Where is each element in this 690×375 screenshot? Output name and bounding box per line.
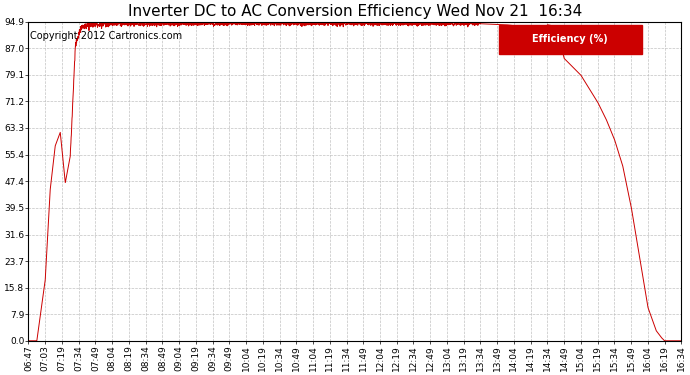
FancyBboxPatch shape (499, 25, 642, 54)
Title: Inverter DC to AC Conversion Efficiency Wed Nov 21  16:34: Inverter DC to AC Conversion Efficiency … (128, 4, 582, 19)
Text: Copyright 2012 Cartronics.com: Copyright 2012 Cartronics.com (30, 31, 182, 41)
Text: Efficiency (%): Efficiency (%) (533, 34, 608, 44)
